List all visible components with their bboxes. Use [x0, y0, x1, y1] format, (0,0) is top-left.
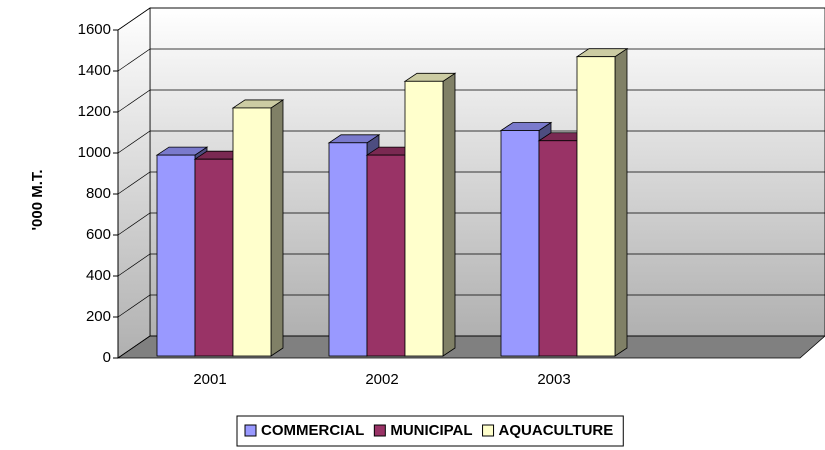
bar [156, 154, 196, 357]
y-tick-label: 400 [86, 267, 111, 284]
bar [366, 154, 406, 357]
y-tick-label: 1200 [78, 103, 111, 120]
bar [232, 107, 272, 357]
grid-line [117, 7, 825, 31]
bar [328, 142, 368, 357]
legend-label: AQUACULTURE [499, 422, 614, 439]
y-tick-label: 800 [86, 185, 111, 202]
legend: COMMERCIAL MUNICIPAL AQUACULTURE [236, 415, 624, 447]
y-tick-label: 600 [86, 226, 111, 243]
bar-side [442, 72, 456, 357]
x-tick-label: 2003 [537, 371, 570, 388]
y-tick-label: 1600 [78, 21, 111, 38]
bar [500, 130, 540, 357]
legend-swatch [373, 424, 386, 437]
legend-box [236, 415, 624, 447]
bar [404, 80, 444, 357]
bar-side [270, 99, 284, 357]
y-axis-label: '000 M.T. [29, 169, 46, 230]
legend-label: MUNICIPAL [390, 422, 472, 439]
bar [576, 56, 616, 357]
legend-label: COMMERCIAL [261, 422, 364, 439]
y-tick-label: 0 [103, 349, 111, 366]
bar [538, 140, 578, 357]
bar [194, 158, 234, 357]
x-tick-label: 2001 [193, 371, 226, 388]
legend-swatch [244, 424, 257, 437]
x-tick-label: 2002 [365, 371, 398, 388]
y-tick-label: 200 [86, 308, 111, 325]
y-tick-label: 1400 [78, 62, 111, 79]
bar-side [614, 47, 628, 357]
legend-swatch [482, 424, 495, 437]
y-tick-label: 1000 [78, 144, 111, 161]
